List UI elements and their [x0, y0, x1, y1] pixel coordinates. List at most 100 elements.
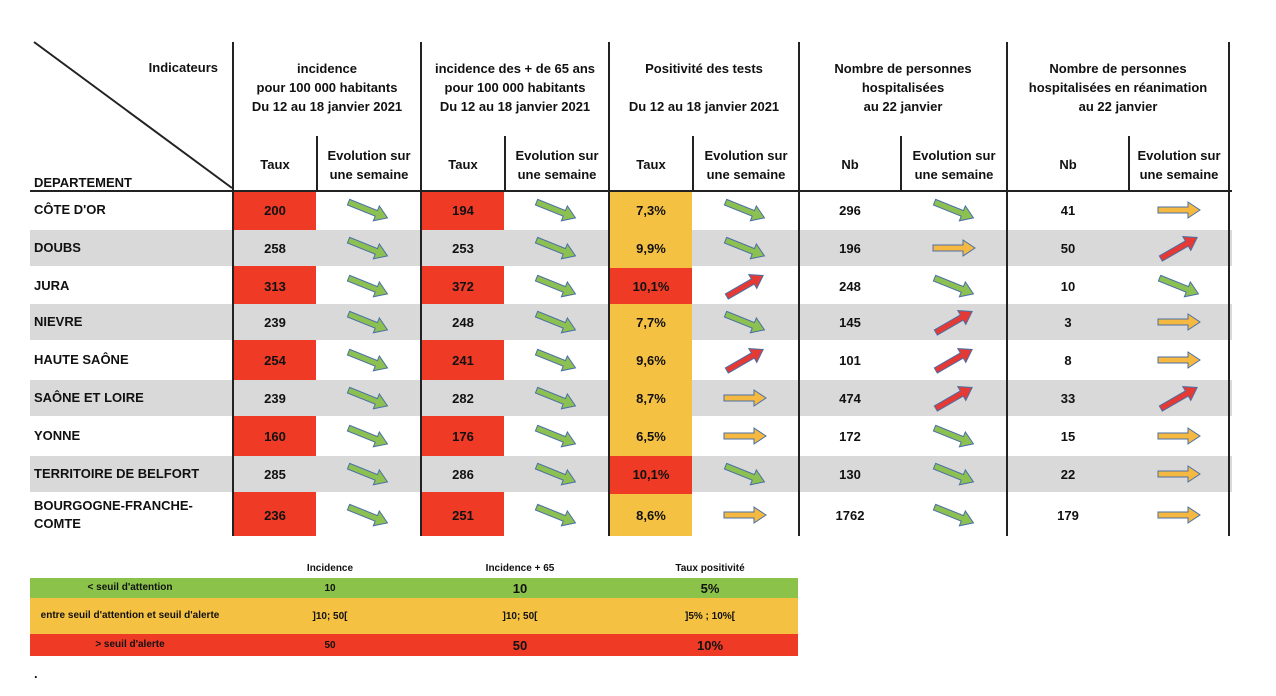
arrow-up-right-icon [933, 348, 973, 374]
header-separator [232, 42, 234, 190]
arrow-down-right-icon [534, 386, 577, 410]
incidence-value: 313 [264, 278, 286, 294]
incidence65-value: 176 [452, 428, 474, 444]
header-col-value: Taux [260, 157, 290, 172]
header-group-line [610, 78, 798, 97]
arrow-down-right-icon [346, 310, 389, 334]
evolution-cell [506, 380, 606, 416]
evolution-cell [902, 230, 1006, 266]
header-subseparator [316, 136, 318, 190]
header-group-line: Du 12 au 18 janvier 2021 [439, 99, 591, 114]
incidence-value: 236 [264, 507, 286, 523]
icu-value: 41 [1060, 202, 1076, 218]
evolution-cell [506, 304, 606, 340]
evolution-cell [694, 304, 796, 340]
arrow-right-icon [1157, 201, 1201, 219]
legend-row: < seuil d'attention 10 10 5% [30, 578, 798, 598]
header-separator [608, 42, 610, 190]
legend-value: ]10; 50[ [502, 610, 538, 622]
arrow-right-icon [932, 239, 976, 257]
evolution-cell [506, 268, 606, 304]
header-col-evolution-line: une semaine [706, 167, 786, 182]
header-group-line: Nombre de personnes [834, 61, 972, 76]
arrow-down-right-icon [534, 503, 577, 527]
incidence65-value: 241 [452, 352, 474, 368]
indicateurs-label: Indicateurs [148, 60, 218, 75]
table-row: CÔTE D'OR 200 194 7,3% 296 41 [30, 192, 1232, 228]
evolution-cell [318, 230, 418, 266]
column-separator [1006, 192, 1008, 536]
header-group-line: Du 12 au 18 janvier 2021 [628, 99, 780, 114]
legend-label: > seuil d'alerte [95, 639, 165, 650]
arrow-up-right-icon [1158, 236, 1198, 262]
evolution-cell [318, 380, 418, 416]
legend-value: 10 [324, 582, 336, 594]
positivity-cell-bg [610, 268, 692, 306]
header-col-evolution-line: Evolution sur [1137, 148, 1221, 163]
icu-value: 3 [1064, 314, 1072, 330]
arrow-down-right-icon [723, 236, 766, 260]
hospitalized-value: 196 [839, 240, 861, 256]
column-separator [420, 192, 422, 536]
footnote: . [34, 666, 38, 681]
evolution-cell [694, 418, 796, 454]
incidence65-value: 253 [452, 240, 474, 256]
legend-value: 10% [696, 637, 724, 653]
evolution-cell [318, 304, 418, 340]
icu-value: 10 [1060, 278, 1076, 294]
header-group-line: pour 100 000 habitants [444, 80, 586, 95]
incidence-value: 254 [264, 352, 286, 368]
department-name: DOUBS [34, 240, 81, 255]
arrow-down-right-icon [346, 424, 389, 448]
arrow-down-right-icon [534, 462, 577, 486]
header-group-line: hospitalisées en réanimation [1028, 80, 1208, 95]
header-group-title: incidence des + de 65 ans pour 100 000 ha… [422, 59, 608, 116]
header-group-line: Positivité des tests [645, 61, 763, 76]
legend-value: 10 [512, 580, 528, 596]
evolution-cell [694, 456, 796, 492]
incidence65-value: 286 [452, 466, 474, 482]
evolution-cell [1130, 456, 1228, 492]
header-col-evolution-line: une semaine [914, 167, 994, 182]
evolution-cell [1130, 230, 1228, 266]
icu-value: 15 [1060, 428, 1076, 444]
incidence65-value: 282 [452, 390, 474, 406]
arrow-down-right-icon [346, 274, 389, 298]
evolution-cell [318, 192, 418, 228]
incidence65-value: 194 [452, 202, 474, 218]
evolution-cell [1130, 494, 1228, 536]
table-row: YONNE 160 176 6,5% 172 15 [30, 418, 1232, 454]
icu-value: 22 [1060, 466, 1076, 482]
arrow-down-right-icon [346, 348, 389, 372]
positivity-value: 8,6% [636, 507, 666, 523]
header-subseparator [504, 136, 506, 190]
hospitalized-value: 172 [839, 428, 861, 444]
evolution-cell [318, 268, 418, 304]
table-row: TERRITOIRE DE BELFORT 285 286 10,1% 130 22 [30, 456, 1232, 492]
hospitalized-value: 248 [839, 278, 861, 294]
evolution-cell [902, 380, 1006, 416]
header-group-line: incidence [297, 61, 357, 76]
header-group-line: Nombre de personnes [1049, 61, 1187, 76]
positivity-value: 7,3% [636, 202, 666, 218]
incidence-value: 160 [264, 428, 286, 444]
table-row: HAUTE SAÔNE 254 241 9,6% 101 8 [30, 342, 1232, 378]
legend-value: ]5% ; 10%[ [684, 610, 735, 622]
evolution-cell [506, 192, 606, 228]
positivity-value: 9,9% [636, 240, 666, 256]
header-group-line: au 22 janvier [863, 99, 943, 114]
positivity-value: 7,7% [636, 314, 666, 330]
legend-header-positivite: Taux positivité [675, 563, 745, 574]
department-name: SAÔNE ET LOIRE [34, 390, 144, 405]
evolution-cell [902, 456, 1006, 492]
evolution-cell [694, 192, 796, 228]
table-row: NIEVRE 239 248 7,7% 145 3 [30, 304, 1232, 340]
department-name: CÔTE D'OR [34, 202, 106, 217]
header-separator [1228, 42, 1230, 190]
department-name: YONNE [34, 428, 81, 443]
evolution-cell [506, 494, 606, 536]
legend-row: entre seuil d'attention et seuil d'alert… [30, 598, 798, 634]
arrow-right-icon [1157, 427, 1201, 445]
arrow-down-right-icon [346, 503, 389, 527]
evolution-cell [506, 456, 606, 492]
